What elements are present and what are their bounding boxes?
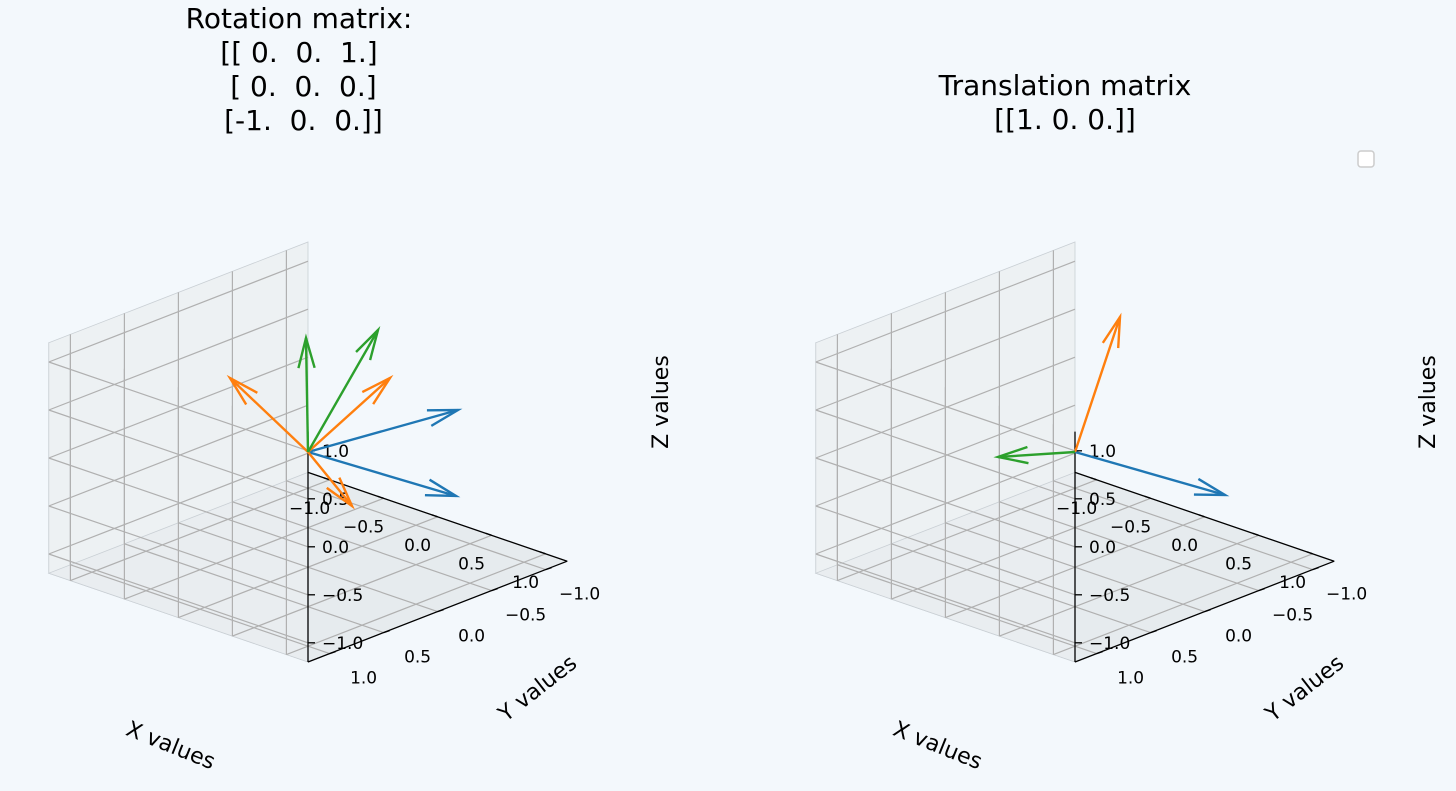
y-tick-label: 0.0: [458, 627, 485, 647]
chart-title-line: Translation matrix: [938, 69, 1192, 102]
vector-arrow: [307, 377, 391, 453]
x-tick-mark: [1144, 495, 1151, 499]
subplot-translation: −1.0−1.0−1.0−0.5−0.5−0.50.00.00.00.50.50…: [814, 69, 1441, 775]
x-tick-label: 0.0: [404, 536, 431, 556]
vector-arrowhead: [361, 374, 394, 405]
y-tick-mark: [1258, 587, 1265, 592]
y-tick-mark: [383, 629, 390, 634]
grid-line: [1053, 553, 1313, 656]
grid-line: [232, 534, 492, 637]
y-tick-mark: [491, 587, 498, 592]
vector-arrowhead: [1193, 477, 1230, 497]
grid-line: [815, 260, 1076, 363]
grid-line: [48, 361, 309, 452]
x-tick-mark: [1198, 514, 1205, 518]
grid-line: [286, 553, 546, 656]
x-tick-label: −0.5: [343, 517, 384, 537]
x-tick-mark: [431, 514, 438, 518]
grid-line: [891, 543, 1151, 634]
y-tick-label: 0.0: [1225, 627, 1252, 647]
grid-line: [815, 409, 1076, 500]
x-tick-label: 1.0: [1279, 573, 1306, 593]
x-tick-mark: [377, 495, 384, 499]
y-tick-mark: [1096, 650, 1103, 655]
vector-arrow: [306, 329, 380, 453]
y-tick-label: −1.0: [559, 585, 600, 605]
vector-arrowhead: [993, 445, 1029, 465]
x-tick-mark: [1306, 551, 1313, 555]
grid-line: [48, 308, 309, 411]
x-tick-mark: [1252, 532, 1259, 536]
x-tick-mark: [323, 477, 330, 481]
grid-line: [48, 409, 309, 500]
y-tick-label: 0.5: [404, 648, 431, 668]
vector-arrowhead: [426, 408, 463, 427]
chart-title-line: [[ 0. 0. 1.]: [220, 36, 377, 69]
y-tick-mark: [437, 608, 444, 613]
y-tick-mark: [545, 566, 552, 571]
x-tick-label: −1.0: [289, 499, 330, 519]
x-tick-label: −0.5: [1110, 517, 1151, 537]
x-axis-label: X values: [889, 717, 985, 775]
z-tick-label: 0.0: [1089, 538, 1116, 558]
y-tick-label: −0.5: [505, 606, 546, 626]
y-tick-mark: [1150, 629, 1157, 634]
grid-line: [48, 260, 309, 363]
vector-arrowhead: [226, 374, 258, 406]
z-tick-label: 0.5: [1089, 490, 1116, 510]
z-tick-label: 0.0: [322, 538, 349, 558]
z-tick-label: −1.0: [322, 634, 363, 654]
x-tick-label: 0.5: [458, 554, 485, 574]
x-tick-mark: [485, 532, 492, 536]
x-tick-label: 1.0: [512, 573, 539, 593]
vector-arrowhead: [355, 326, 381, 361]
vector-arrow: [307, 451, 353, 507]
subplot-rotation: −1.0−1.0−1.0−0.5−0.5−0.50.00.00.00.50.50…: [47, 2, 674, 775]
grid-line: [815, 361, 1076, 452]
vector-arrowhead: [1101, 312, 1122, 349]
grid-line: [48, 356, 309, 459]
z-tick-label: −1.0: [1089, 634, 1130, 654]
y-tick-mark: [1312, 566, 1319, 571]
y-tick-label: −1.0: [1326, 585, 1367, 605]
grid-line: [815, 356, 1076, 459]
chart-title-line: [[1. 0. 0.]]: [994, 103, 1136, 136]
grid-line: [999, 534, 1259, 637]
y-axis-label: Y values: [1260, 651, 1349, 728]
x-axis-label: X values: [122, 717, 218, 775]
x-tick-mark: [1090, 477, 1097, 481]
vector-arrow: [229, 377, 309, 453]
grid-line: [124, 543, 384, 634]
x-tick-label: 0.0: [1171, 536, 1198, 556]
y-tick-label: −0.5: [1272, 606, 1313, 626]
z-tick-label: −0.5: [1089, 586, 1130, 606]
y-tick-mark: [329, 650, 336, 655]
y-tick-label: 1.0: [1117, 669, 1144, 689]
legend-box: [1357, 150, 1375, 168]
vector-arrow: [1074, 450, 1226, 497]
y-tick-label: 0.5: [1171, 648, 1198, 668]
vector-arrow: [1073, 316, 1122, 453]
vector-arrowhead: [424, 478, 461, 498]
vector-arrow: [307, 450, 457, 498]
chart-title-line: [ 0. 0. 0.]: [221, 70, 376, 103]
vector-arrow: [307, 408, 459, 454]
y-tick-mark: [1204, 608, 1211, 613]
x-tick-label: 0.5: [1225, 554, 1252, 574]
chart-title-line: [-1. 0. 0.]]: [215, 104, 383, 137]
z-axis-label: Z values: [649, 355, 674, 449]
vector-arrowhead: [297, 333, 316, 369]
y-tick-label: 1.0: [350, 669, 377, 689]
vector-arrowhead: [326, 477, 355, 510]
chart-title-line: Rotation matrix:: [186, 2, 413, 35]
z-axis-label: Z values: [1416, 355, 1441, 449]
y-axis-label: Y values: [493, 651, 582, 728]
grid-line: [815, 308, 1076, 411]
z-tick-label: −0.5: [322, 586, 363, 606]
vector-arrow: [304, 337, 310, 453]
vector-arrow: [997, 450, 1076, 459]
x-tick-mark: [539, 551, 546, 555]
x-tick-label: −1.0: [1056, 499, 1097, 519]
